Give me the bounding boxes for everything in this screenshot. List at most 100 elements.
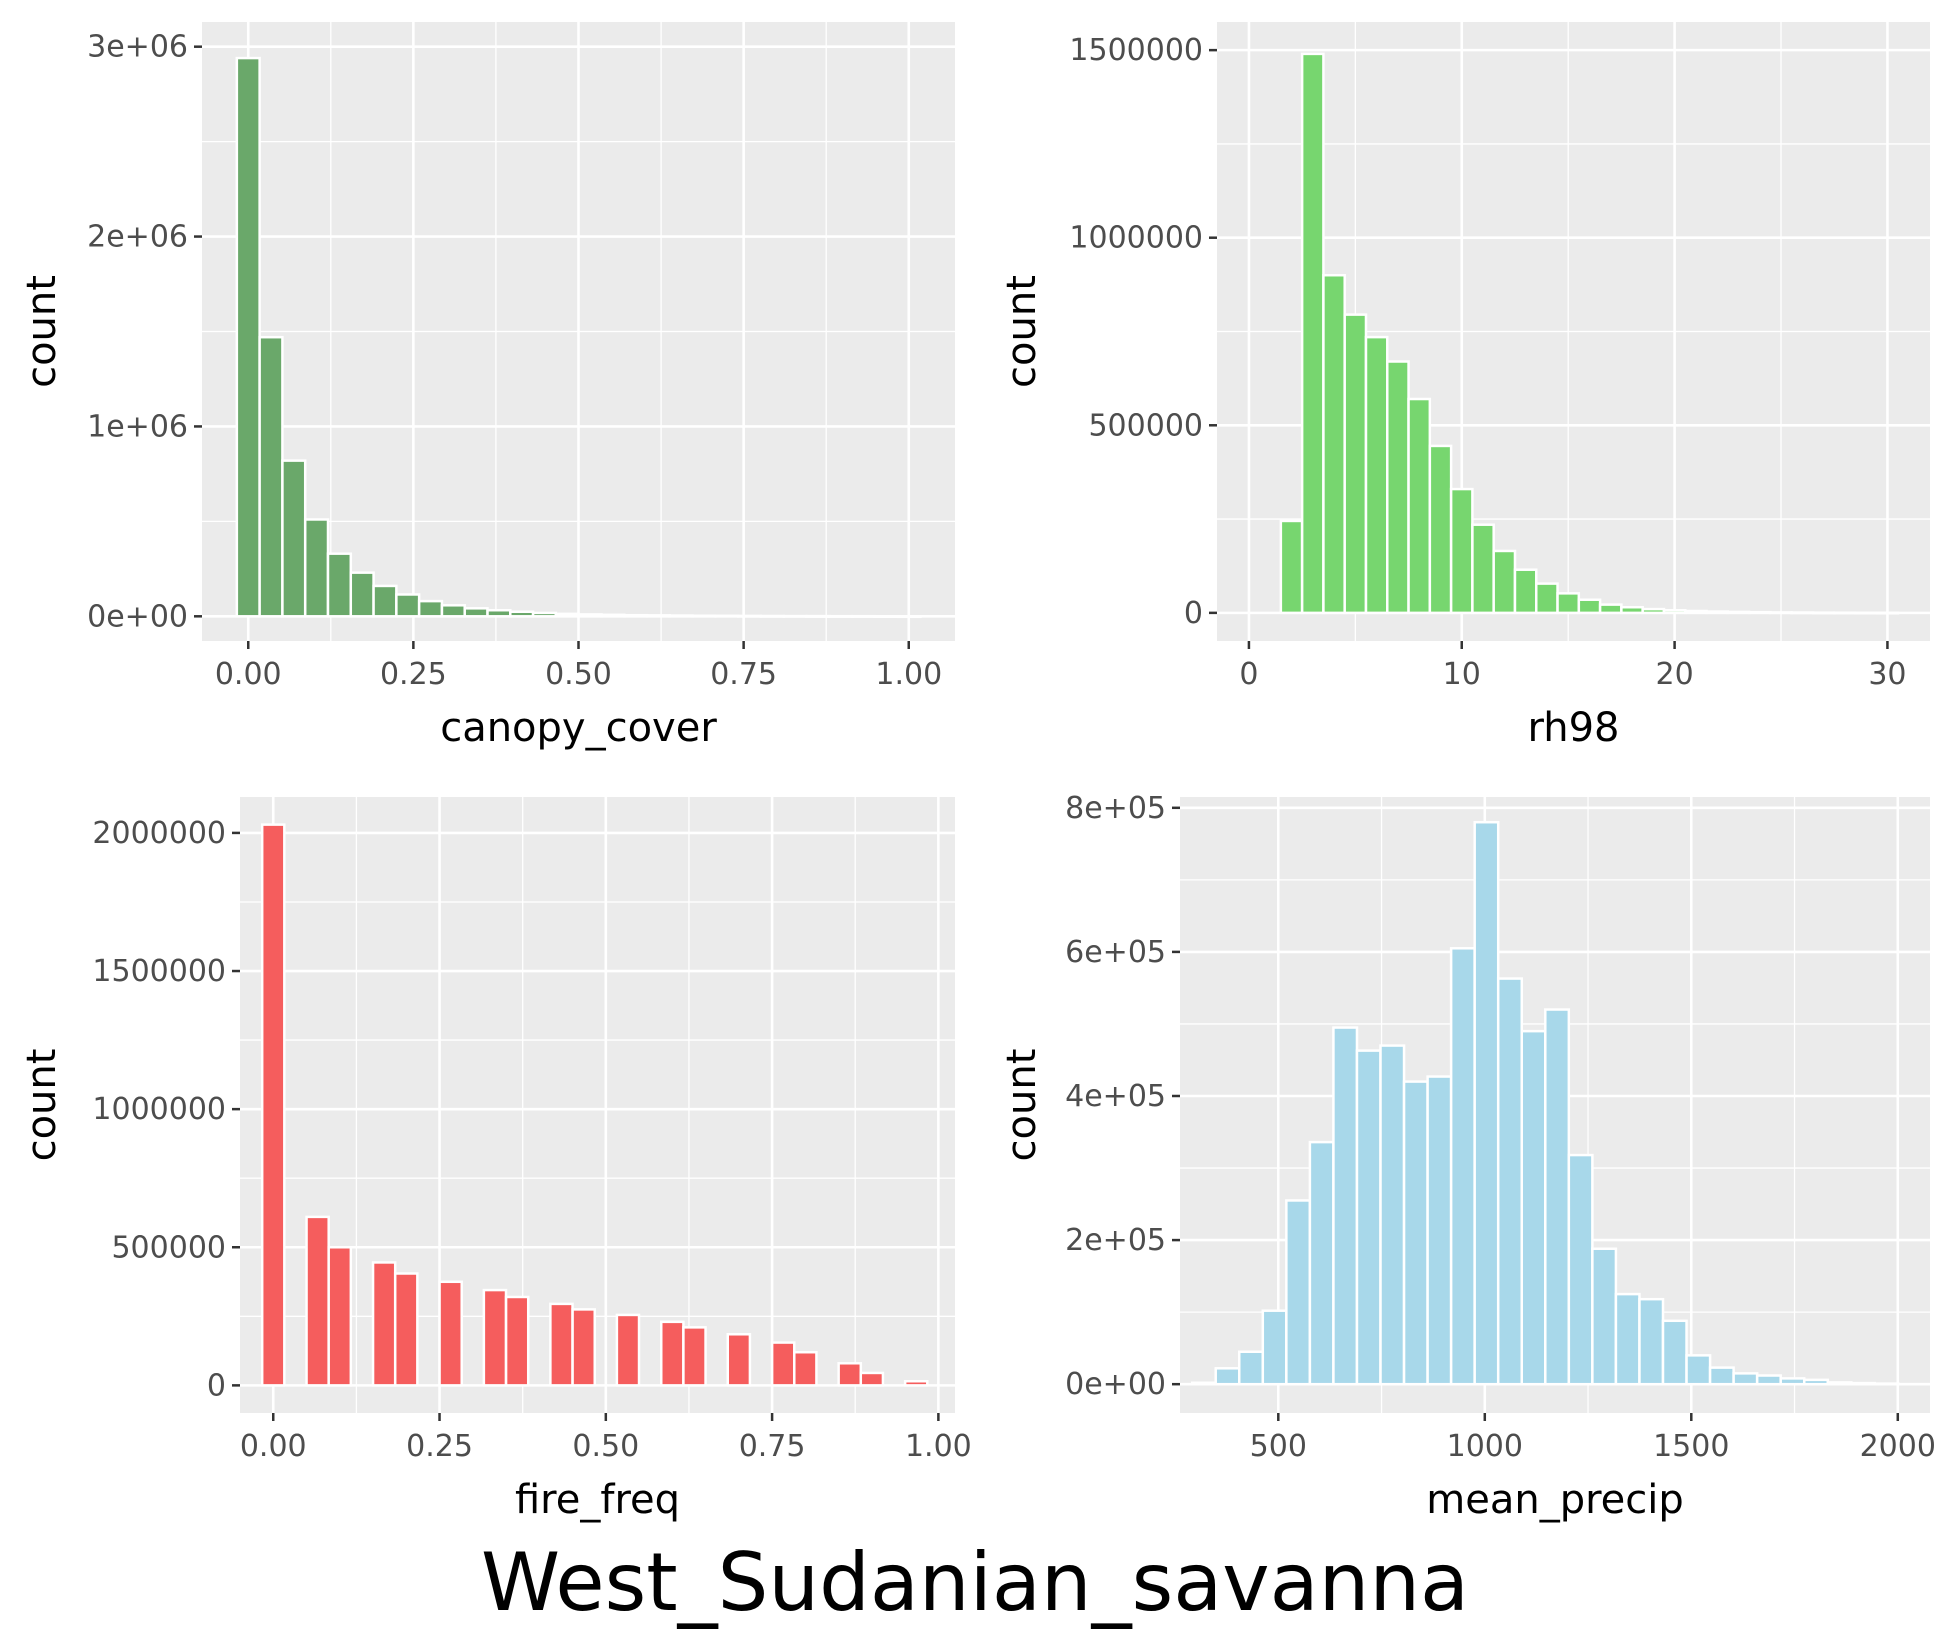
histogram-bar: [1285, 1199, 1312, 1386]
histogram-bar: [859, 1371, 885, 1387]
panel-4: 500 1000 1500 2000 0e+00 2e+05 4e+05 6e+05 8e+05…: [999, 791, 1936, 1523]
histogram-bar: [327, 1246, 353, 1387]
histogram-bar: [1875, 611, 1900, 615]
histogram-bar: [1577, 598, 1602, 615]
histogram-bar: [305, 1215, 330, 1387]
histogram-bar: [1379, 1044, 1406, 1386]
histogram-bar: [668, 614, 694, 618]
histogram-bar: [349, 571, 375, 618]
x-axis-label: mean_precip: [1426, 1477, 1684, 1523]
histogram-bar: [1308, 1140, 1335, 1386]
histogram-bar: [1402, 1080, 1429, 1386]
histogram-bar: [896, 615, 922, 619]
x-tick-label: 500: [1250, 1429, 1307, 1464]
y-tick-label: 0: [207, 1368, 226, 1403]
histogram-bar: [1747, 610, 1772, 615]
histogram-bar: [1556, 592, 1581, 615]
y-tick-label: 500000: [111, 1230, 226, 1265]
x-axis-label: rh98: [1528, 705, 1620, 751]
x-tick-label: 0.50: [545, 657, 612, 692]
histogram-bar: [645, 614, 672, 618]
histogram-bar: [1790, 611, 1815, 615]
histogram-bar: [1426, 1075, 1453, 1386]
histogram-bar: [1190, 1381, 1217, 1386]
y-tick-label: 2e+06: [87, 220, 188, 255]
histogram-bar: [509, 610, 535, 618]
histogram-bar: [837, 1362, 863, 1387]
x-tick-label: 20: [1656, 657, 1694, 692]
histogram-bar: [850, 614, 877, 618]
histogram-bar: [1322, 273, 1346, 615]
y-tick-label: 0e+00: [87, 599, 188, 634]
histogram-bar: [1779, 1377, 1806, 1386]
y-tick-label: 0e+00: [1065, 1367, 1166, 1402]
histogram-bar: [1332, 1026, 1359, 1386]
x-tick-label: 1000: [1447, 1429, 1523, 1464]
x-tick-label: 1.00: [905, 1429, 972, 1464]
histogram-bar: [1520, 1029, 1547, 1386]
histogram-bar: [1708, 1366, 1735, 1386]
x-tick-label: 0.25: [380, 657, 447, 692]
panel-2: 0 10 20 30 0 500000 1000000 1500000 rh98 count: [999, 22, 1930, 751]
histogram-bar: [1473, 820, 1500, 1386]
x-tick-label: 1500: [1653, 1429, 1729, 1464]
histogram-bar: [1496, 977, 1524, 1386]
histogram-bar: [1407, 397, 1432, 615]
histogram-bar: [395, 593, 421, 618]
histogram-bar: [726, 1333, 752, 1387]
histogram-bar: [482, 1288, 508, 1387]
histogram-bar: [1535, 582, 1559, 615]
histogram-bar: [736, 614, 763, 618]
x-tick-label: 0.25: [406, 1429, 473, 1464]
histogram-bar: [486, 608, 512, 618]
histogram-bar: [793, 1350, 818, 1387]
histogram-bar: [622, 613, 649, 618]
histogram-bar: [1355, 1049, 1382, 1386]
histogram-bar: [1683, 609, 1708, 615]
histogram-bar: [281, 459, 307, 618]
histogram-bar: [1873, 1382, 1900, 1386]
histogram-bar: [1661, 1319, 1688, 1386]
y-tick-label: 2e+05: [1065, 1223, 1166, 1258]
histogram-bar: [714, 614, 740, 618]
x-tick-label: 0: [1239, 657, 1258, 692]
y-tick-label: 500000: [1088, 408, 1203, 443]
histogram-bar: [1705, 610, 1730, 615]
histogram-bar: [371, 1261, 397, 1387]
histogram-bar: [1641, 607, 1666, 615]
histogram-bar: [1261, 1309, 1288, 1386]
histogram-bar: [1811, 611, 1836, 615]
histogram-bar: [1238, 1350, 1265, 1386]
histogram-bar: [326, 552, 353, 618]
histogram-bar: [463, 607, 489, 618]
histogram-bar: [1214, 1367, 1241, 1386]
histogram-bar: [1854, 611, 1879, 615]
histogram-bar: [770, 1341, 796, 1387]
histogram-bar: [1598, 603, 1623, 615]
y-tick-label: 6e+05: [1065, 935, 1166, 970]
histogram-bar: [577, 613, 603, 618]
histogram-bar: [782, 614, 808, 618]
histogram-bar: [1544, 1008, 1571, 1386]
histogram-bar: [691, 614, 717, 618]
histogram-bar: [759, 614, 786, 618]
histogram-bar: [1685, 1354, 1712, 1386]
histogram-bar: [1343, 313, 1368, 615]
histogram-bar: [571, 1308, 596, 1387]
y-tick-label: 2000000: [92, 816, 226, 851]
y-tick-label: 8e+05: [1065, 791, 1166, 826]
histogram-bar: [1449, 487, 1474, 615]
histogram-bar: [1386, 360, 1410, 615]
y-tick-label: 1e+06: [87, 409, 188, 444]
y-axis-label: count: [999, 1049, 1045, 1162]
histogram-bar: [903, 1379, 929, 1387]
histogram-bar: [1279, 519, 1304, 615]
plot-background: [240, 797, 955, 1413]
x-tick-label: 2000: [1860, 1429, 1936, 1464]
histogram-bar: [1591, 1247, 1618, 1386]
y-tick-label: 4e+05: [1065, 1079, 1166, 1114]
x-axis-label: fire_freq: [515, 1477, 680, 1523]
histogram-bar: [1300, 52, 1325, 615]
x-tick-label: 0.75: [739, 1429, 806, 1464]
